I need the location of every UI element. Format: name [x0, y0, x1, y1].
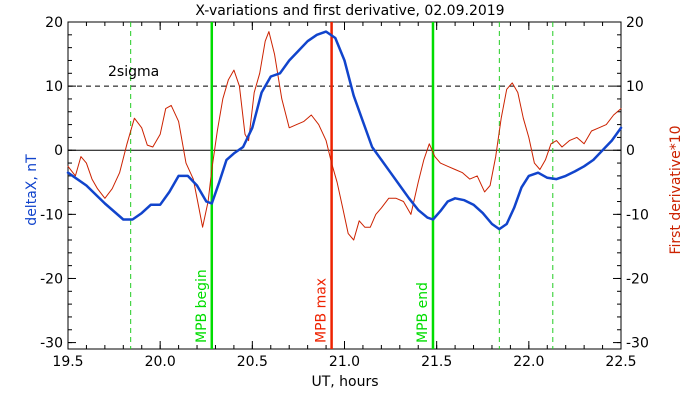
x-tick-label: 22.5 — [605, 354, 636, 370]
x-tick-label: 20.5 — [237, 354, 268, 370]
y-tick-label-left: 0 — [54, 143, 63, 159]
chart-title: X-variations and first derivative, 02.09… — [195, 3, 504, 19]
y-tick-label-right: -30 — [626, 336, 649, 352]
y-axis-label-right: First derivative*10 — [668, 125, 684, 254]
y-tick-label-right: -10 — [626, 207, 649, 223]
threshold-label: 2sigma — [108, 64, 159, 80]
x-tick-label: 20.0 — [145, 354, 176, 370]
y-tick-label-left: 20 — [45, 15, 63, 31]
y-tick-label-right: 0 — [626, 143, 635, 159]
x-axis-label: UT, hours — [311, 374, 378, 390]
y-tick-label-right: 20 — [626, 15, 644, 31]
series-line-deltaX — [66, 30, 623, 231]
marker-label: MPB begin — [194, 269, 210, 343]
y-tick-label-left: -10 — [40, 207, 63, 223]
y-tick-label-left: -20 — [40, 271, 63, 287]
plot-area: 19.5 20.0 20.5 21.0 21.5 22.0 22.5 -30 -20 -10 0 10… — [40, 15, 649, 370]
y-tick-label-right: 10 — [626, 79, 644, 95]
y-tick-label-left: -30 — [40, 336, 63, 352]
y-axis-label-left: deltaX, nT — [24, 154, 40, 226]
series-line-derivative — [67, 31, 622, 241]
marker-label: MPB end — [415, 282, 431, 343]
x-tick-label: 22.0 — [513, 354, 544, 370]
x-tick-label: 21.0 — [329, 354, 360, 370]
x-tick-label: 21.5 — [421, 354, 452, 370]
y-tick-label-left: 10 — [45, 79, 63, 95]
x-tick-label: 19.5 — [52, 354, 83, 370]
marker-label: MPB max — [314, 278, 330, 343]
y-tick-label-right: -20 — [626, 271, 649, 287]
